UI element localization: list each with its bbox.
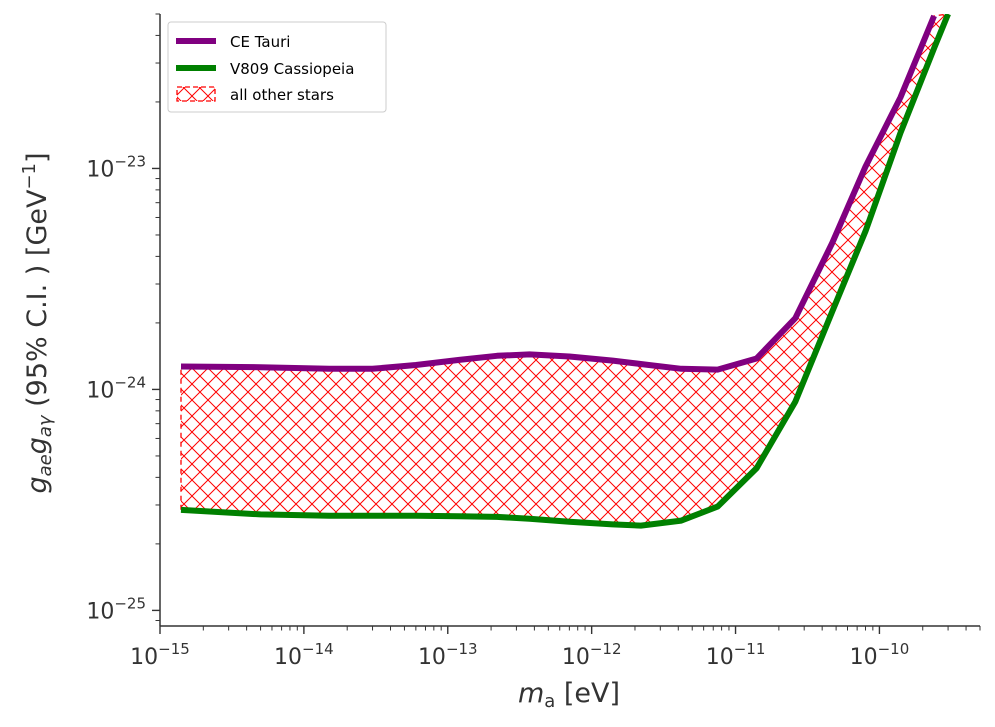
y-tick-label: 10−23 [86, 152, 146, 182]
legend-label-ce-tauri: CE Tauri [230, 33, 290, 51]
y-tick-label: 10−24 [86, 373, 146, 403]
legend-label-all-other-stars: all other stars [230, 86, 334, 104]
series-line-ce-tauri [180, 14, 937, 373]
other-stars-band [181, 14, 949, 526]
y-tick-label: 10−25 [86, 594, 146, 624]
x-tick-label: 10−15 [130, 640, 190, 670]
y-axis-ticks: 10−25 10−24 10−23 [86, 13, 160, 624]
legend-label-v809-cassiopeia: V809 Cassiopeia [230, 60, 354, 78]
legend-frame [167, 21, 387, 113]
legend: CE Tauri V809 Cassiopeia all other stars [167, 21, 387, 113]
x-tick-label: 10−11 [706, 640, 766, 670]
x-axis-label: ma [eV] [518, 678, 620, 712]
legend-swatch-all-other-stars [176, 86, 216, 102]
x-axis-ticks: 10−15 10−14 10−13 10−12 10−11 10−10 [130, 626, 981, 670]
plot-area [180, 14, 951, 529]
x-tick-label: 10−14 [274, 640, 334, 670]
x-tick-label: 10−10 [850, 640, 910, 670]
y-axis-label: gaegaγ (95% C.I. ) [GeV−1] [19, 152, 56, 493]
series-line-v809-cassiopeia [180, 14, 951, 529]
x-tick-label: 10−13 [418, 640, 478, 670]
x-tick-label: 10−12 [562, 640, 622, 670]
